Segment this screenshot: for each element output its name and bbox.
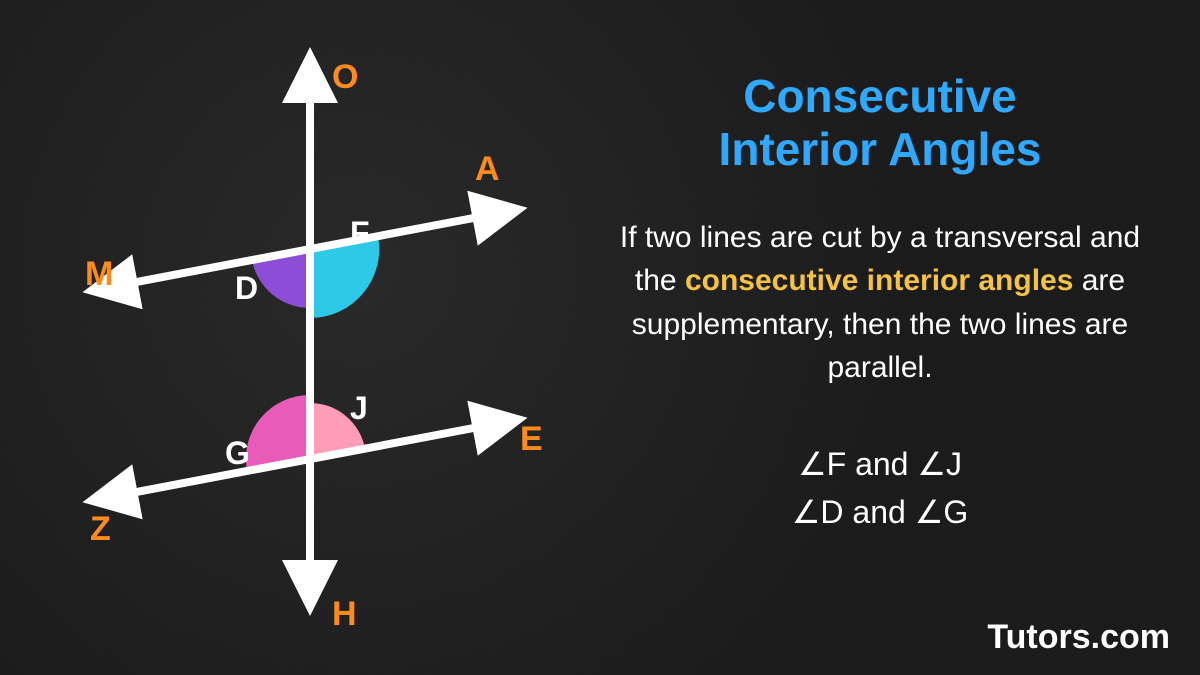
body-highlight: consecutive interior angles: [685, 264, 1073, 297]
watermark: Tutors.com: [987, 618, 1170, 657]
label-J: J: [350, 390, 368, 427]
text-panel: Consecutive Interior Angles If two lines…: [600, 70, 1160, 536]
geometry-diagram: O H A M E Z D F G J: [60, 40, 560, 620]
title-line1: Consecutive: [743, 70, 1017, 122]
label-A: A: [475, 150, 500, 189]
angle-examples: ∠F and ∠J ∠D and ∠G: [600, 440, 1160, 536]
title: Consecutive Interior Angles: [600, 70, 1160, 176]
label-G: G: [225, 435, 250, 472]
example-1: ∠F and ∠J: [600, 440, 1160, 488]
label-F: F: [350, 215, 370, 252]
title-line2: Interior Angles: [719, 123, 1042, 175]
label-H: H: [332, 595, 357, 634]
label-M: M: [85, 255, 113, 294]
label-E: E: [520, 420, 543, 459]
label-D: D: [235, 270, 258, 307]
body-text: If two lines are cut by a transversal an…: [600, 216, 1160, 390]
example-2: ∠D and ∠G: [600, 488, 1160, 536]
label-O: O: [332, 58, 358, 97]
label-Z: Z: [90, 510, 111, 549]
